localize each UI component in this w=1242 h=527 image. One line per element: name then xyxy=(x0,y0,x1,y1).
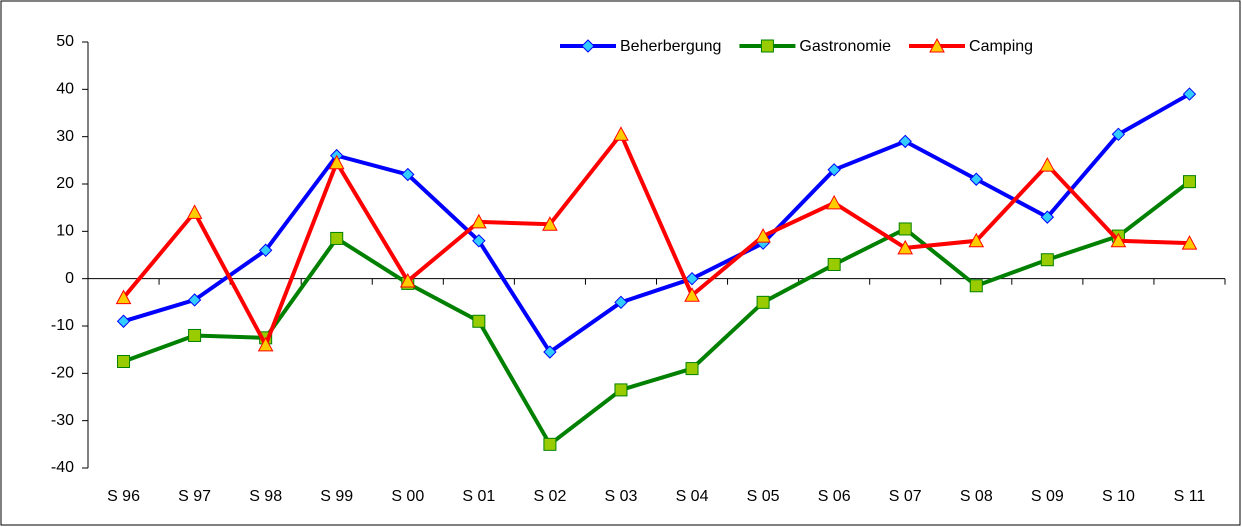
data-point xyxy=(542,216,558,231)
data-point xyxy=(1111,127,1126,142)
data-point xyxy=(614,295,628,310)
data-point xyxy=(471,213,487,229)
data-point xyxy=(1182,175,1196,189)
x-tick-label: S 96 xyxy=(107,488,140,505)
data-point xyxy=(330,231,344,245)
data-point xyxy=(898,222,912,236)
y-tick-label: 20 xyxy=(56,175,74,192)
data-point xyxy=(328,154,345,170)
data-point xyxy=(685,271,699,286)
legend-marker xyxy=(581,39,595,53)
data-point xyxy=(897,239,914,255)
data-point xyxy=(1039,157,1056,172)
data-point xyxy=(543,345,557,359)
x-tick-label: S 99 xyxy=(320,488,353,505)
data-point xyxy=(614,383,628,397)
x-tick-label: S 09 xyxy=(1031,488,1064,505)
y-tick-label: -30 xyxy=(51,412,74,429)
y-tick-label: 40 xyxy=(56,81,74,98)
y-tick-label: 50 xyxy=(56,33,74,50)
x-tick-label: S 01 xyxy=(462,488,495,505)
data-point xyxy=(186,204,203,219)
data-point xyxy=(827,163,841,177)
data-point xyxy=(613,126,629,141)
x-tick-label: S 98 xyxy=(249,488,282,505)
legend-label: Beherbergung xyxy=(620,38,721,55)
y-tick-label: -40 xyxy=(51,459,74,476)
legend-label: Camping xyxy=(969,38,1033,55)
data-point xyxy=(684,287,700,302)
y-tick-label: 10 xyxy=(56,223,74,240)
data-point xyxy=(472,314,486,328)
y-tick-label: 30 xyxy=(56,128,74,145)
data-point xyxy=(117,355,131,368)
data-point xyxy=(969,172,983,186)
data-point xyxy=(898,134,912,149)
x-tick-label: S 00 xyxy=(391,488,424,505)
data-point xyxy=(1182,87,1197,101)
data-point xyxy=(258,243,273,257)
x-tick-label: S 10 xyxy=(1102,488,1135,505)
data-point xyxy=(1110,232,1127,248)
data-point xyxy=(187,293,202,307)
series-line xyxy=(122,92,1191,355)
legend-marker xyxy=(929,37,945,53)
data-point xyxy=(257,336,274,352)
x-tick-label: S 03 xyxy=(605,488,638,505)
x-tick-label: S 08 xyxy=(960,488,993,505)
data-point xyxy=(756,295,770,309)
data-point xyxy=(472,234,486,248)
x-tick-label: S 07 xyxy=(889,488,922,505)
data-point xyxy=(1181,235,1198,250)
data-point xyxy=(1040,210,1055,224)
data-point xyxy=(685,362,699,376)
data-point xyxy=(755,228,771,243)
legend-marker xyxy=(760,39,774,53)
x-tick-label: S 04 xyxy=(676,488,709,505)
data-point xyxy=(188,328,202,342)
data-point xyxy=(116,314,131,328)
data-point xyxy=(968,232,985,248)
y-tick-label: -10 xyxy=(51,317,74,334)
data-point xyxy=(115,289,132,305)
x-tick-label: S 11 xyxy=(1174,488,1206,505)
x-tick-label: S 97 xyxy=(178,488,211,505)
series-line xyxy=(121,130,1190,350)
data-point xyxy=(543,437,557,451)
data-point xyxy=(827,257,841,271)
data-point xyxy=(401,167,415,182)
x-tick-label: S 02 xyxy=(533,488,566,505)
x-tick-label: S 05 xyxy=(747,488,780,505)
series-line xyxy=(122,180,1191,448)
y-tick-label: -20 xyxy=(51,365,74,382)
data-point xyxy=(1040,253,1054,267)
x-tick-label: S 06 xyxy=(818,488,851,505)
legend-label: Gastronomie xyxy=(799,38,891,55)
data-point xyxy=(826,194,842,210)
y-tick-label: 0 xyxy=(65,270,74,287)
data-point xyxy=(399,272,416,288)
data-point xyxy=(969,279,983,293)
